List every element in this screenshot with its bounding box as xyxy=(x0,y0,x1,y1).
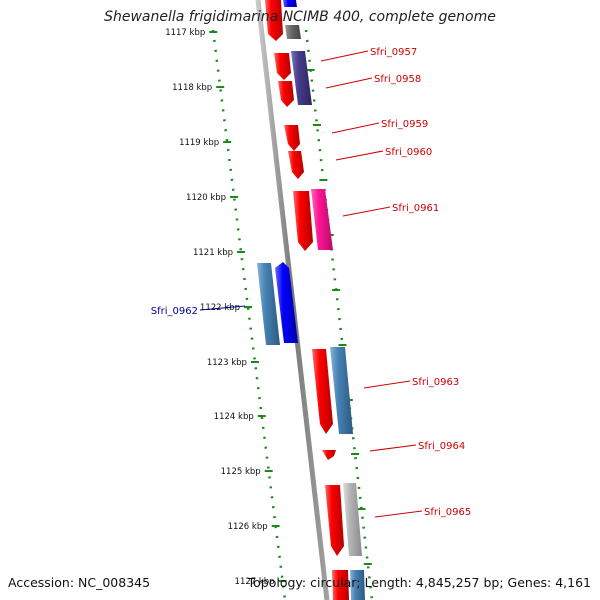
gene-arrow-sfri-0958[interactable] xyxy=(278,81,294,107)
gene-label-sfri-0965[interactable]: Sfri_0965 xyxy=(424,507,471,518)
gene-label-leader xyxy=(331,122,380,134)
gene-block-sfri-0961[interactable] xyxy=(311,189,333,250)
gene-labels: Sfri_0957 Sfri_0958 Sfri_0959 Sfri_0960 Sfri… xyxy=(151,47,471,518)
ruler-label: 1117 kbp xyxy=(165,28,205,38)
topology-text: Topology: circular; Length: 4,845,257 bp… xyxy=(247,575,591,590)
gene-arrow-sfri-0964[interactable] xyxy=(322,450,336,460)
ruler-label: 1124 kbp xyxy=(214,412,254,422)
ruler-label: 1119 kbp xyxy=(179,138,219,148)
gene-label-leader xyxy=(374,510,423,518)
gene-label-sfri-0963[interactable]: Sfri_0963 xyxy=(412,377,459,388)
genome-title: Shewanella frigidimarina NCIMB 400, comp… xyxy=(104,9,496,25)
gene-arrow-sfri-0963[interactable] xyxy=(312,349,333,434)
gene-arrow-sfri-0959[interactable] xyxy=(284,125,300,151)
gene-arrow[interactable] xyxy=(332,570,349,600)
gene-block-sfri-0962[interactable] xyxy=(257,263,280,345)
gene-label-sfri-0964[interactable]: Sfri_0964 xyxy=(418,441,465,452)
gene-block-sfri-0958[interactable] xyxy=(291,51,312,105)
gene-arrow[interactable] xyxy=(285,25,301,39)
ruler-label: 1118 kbp xyxy=(172,83,212,93)
gene-arrow-sfri-0962[interactable] xyxy=(275,262,298,343)
gene-features xyxy=(257,0,365,600)
gene-label-sfri-0958[interactable]: Sfri_0958 xyxy=(374,74,421,85)
gene-label-leader xyxy=(335,150,384,161)
gene-label-sfri-0957[interactable]: Sfri_0957 xyxy=(370,47,417,58)
gene-label-leader xyxy=(320,50,369,62)
gene-block-sfri-0963[interactable] xyxy=(330,347,353,434)
gene-label-leader xyxy=(342,206,391,217)
gene-label-leader xyxy=(369,444,417,452)
ruler-label: 1121 kbp xyxy=(193,248,233,258)
accession-text: Accession: NC_008345 xyxy=(8,575,151,590)
gene-label-sfri-0961[interactable]: Sfri_0961 xyxy=(392,203,439,214)
ruler-label: 1125 kbp xyxy=(221,467,261,477)
gene-label-leader xyxy=(325,77,373,89)
gene-arrow-sfri-0961[interactable] xyxy=(293,191,313,251)
gene-arrow-sfri-0965[interactable] xyxy=(325,485,344,556)
gene-label-sfri-0962[interactable]: Sfri_0962 xyxy=(151,306,198,317)
ruler-label: 1123 kbp xyxy=(207,358,247,368)
gene-label-sfri-0959[interactable]: Sfri_0959 xyxy=(381,119,428,130)
gene-label-leader xyxy=(363,380,411,389)
ruler-label: 1120 kbp xyxy=(186,193,226,203)
gene-label-sfri-0960[interactable]: Sfri_0960 xyxy=(385,147,432,158)
gene-block-sfri-0965[interactable] xyxy=(343,483,362,556)
gene-arrow[interactable] xyxy=(265,0,283,41)
gene-arrow-sfri-0957[interactable] xyxy=(274,53,291,80)
gene-arrow-sfri-0960[interactable] xyxy=(288,151,304,179)
ruler-label: 1127 kbp xyxy=(235,577,275,587)
gene-label-leader xyxy=(199,305,246,311)
gene-block[interactable] xyxy=(350,570,365,600)
gene-arrow[interactable] xyxy=(283,0,297,7)
ruler-label: 1126 kbp xyxy=(228,522,268,532)
